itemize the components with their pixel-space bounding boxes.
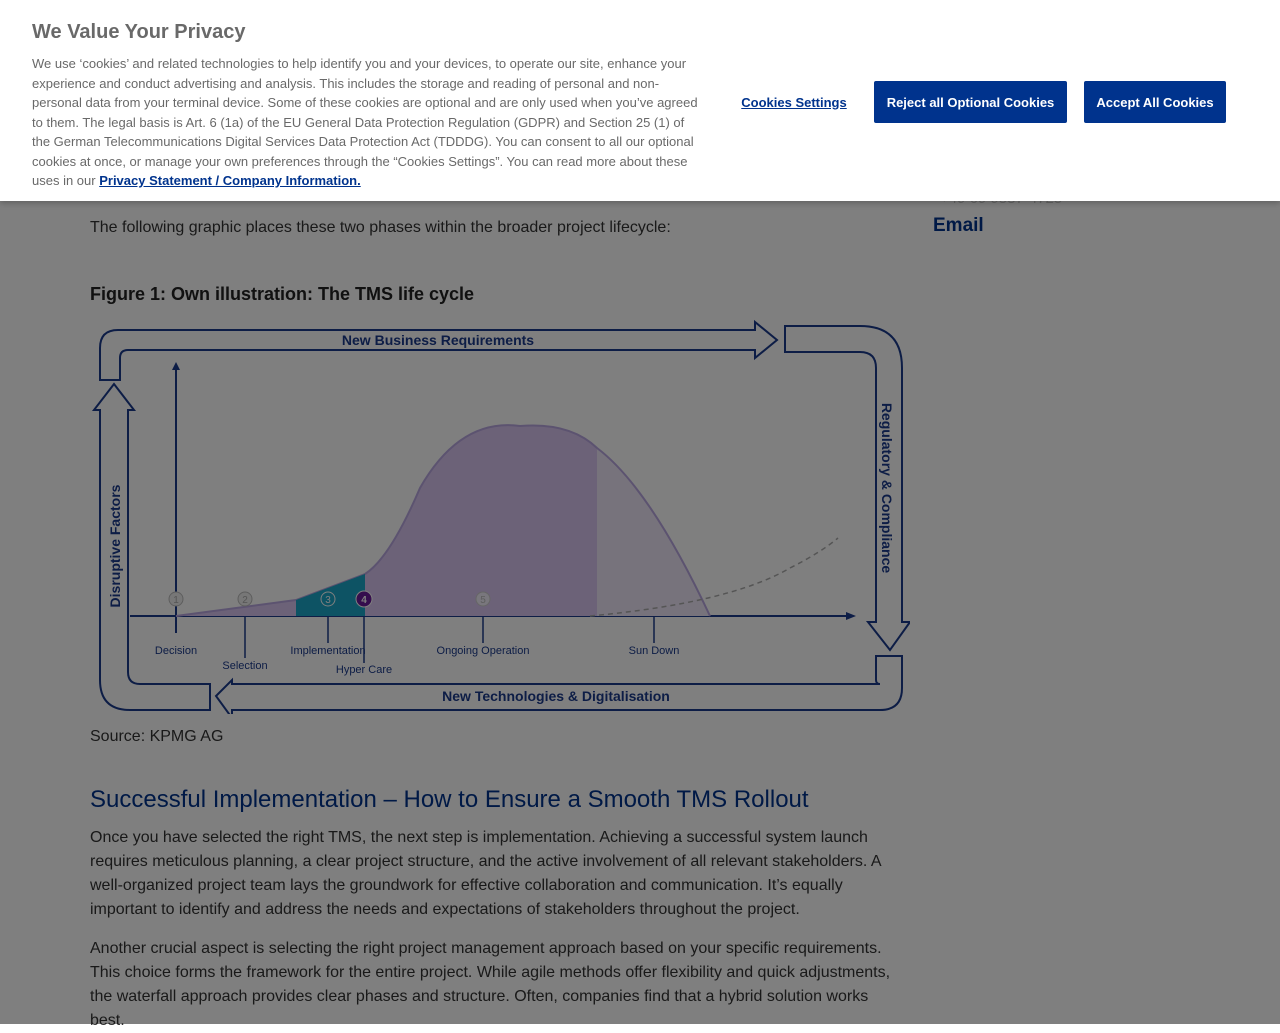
banner-text: We use ‘cookies’ and related technologie…	[32, 56, 698, 188]
banner-title: We Value Your Privacy	[32, 21, 246, 43]
reject-optional-cookies-button[interactable]: Reject all Optional Cookies	[874, 81, 1067, 123]
privacy-statement-link[interactable]: Privacy Statement / Company Information.	[99, 173, 361, 188]
banner-description: We use ‘cookies’ and related technologie…	[32, 54, 704, 191]
cookie-banner: We Value Your Privacy We use ‘cookies’ a…	[0, 0, 1280, 201]
accept-all-cookies-button[interactable]: Accept All Cookies	[1084, 81, 1226, 123]
cookies-settings-button[interactable]: Cookies Settings	[730, 81, 858, 123]
